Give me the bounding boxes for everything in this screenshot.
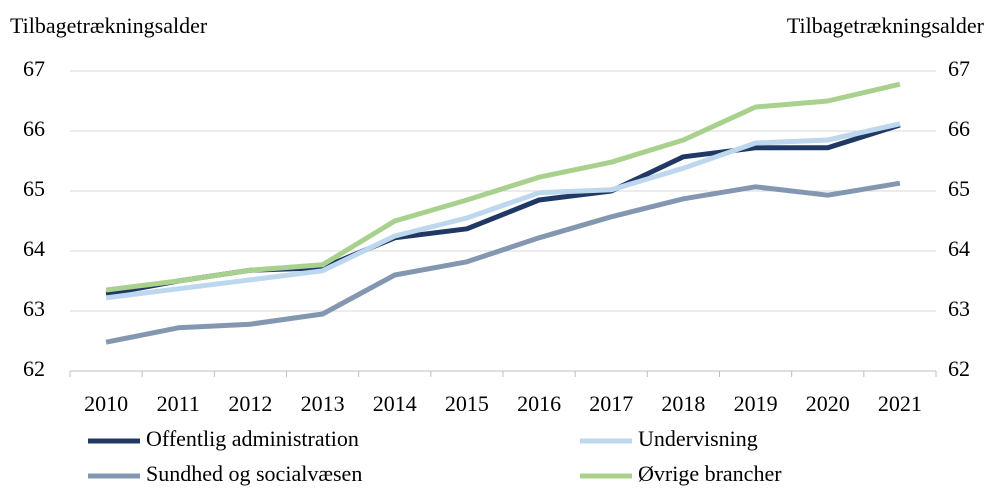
x-tick-label: 2016 xyxy=(517,391,561,416)
legend-label: Øvrige brancher xyxy=(638,461,782,486)
x-tick-label: 2020 xyxy=(806,391,850,416)
y-tick-label: 62 xyxy=(23,356,45,381)
y2-tick-label: 62 xyxy=(948,356,970,381)
y-tick-label: 66 xyxy=(23,116,45,141)
x-tick-label: 2012 xyxy=(228,391,272,416)
y-tick-label: 67 xyxy=(23,56,45,81)
x-tick-label: 2017 xyxy=(589,391,633,416)
x-tick-label: 2018 xyxy=(661,391,705,416)
y2-tick-label: 65 xyxy=(948,176,970,201)
legend-label: Offentlig administration xyxy=(146,426,359,451)
line-series xyxy=(105,122,901,297)
legend-label: Sundhed og socialvæsen xyxy=(146,461,362,486)
x-tick-label: 2015 xyxy=(445,391,489,416)
y-tick-label: 63 xyxy=(23,296,45,321)
y2-tick-label: 63 xyxy=(948,296,970,321)
y-tick-label: 65 xyxy=(23,176,45,201)
y2-tick-label: 66 xyxy=(948,116,970,141)
legend-label: Undervisning xyxy=(638,426,758,451)
y2-axis-label: Tilbagetrækningsalder xyxy=(787,13,985,38)
x-tick-label: 2011 xyxy=(157,391,200,416)
y2-tick-label: 64 xyxy=(948,236,970,261)
line-series xyxy=(105,121,901,301)
y2-tick-label: 67 xyxy=(948,56,970,81)
x-tick-label: 2013 xyxy=(301,391,345,416)
y-tick-label: 64 xyxy=(23,236,45,261)
line-series xyxy=(105,180,901,345)
x-tick-label: 2010 xyxy=(84,391,128,416)
x-tick-label: 2021 xyxy=(878,391,922,416)
x-tick-label: 2014 xyxy=(373,391,417,416)
line-series xyxy=(105,81,901,293)
x-tick-label: 2019 xyxy=(734,391,778,416)
y-axis-label: Tilbagetrækningsalder xyxy=(10,13,208,38)
